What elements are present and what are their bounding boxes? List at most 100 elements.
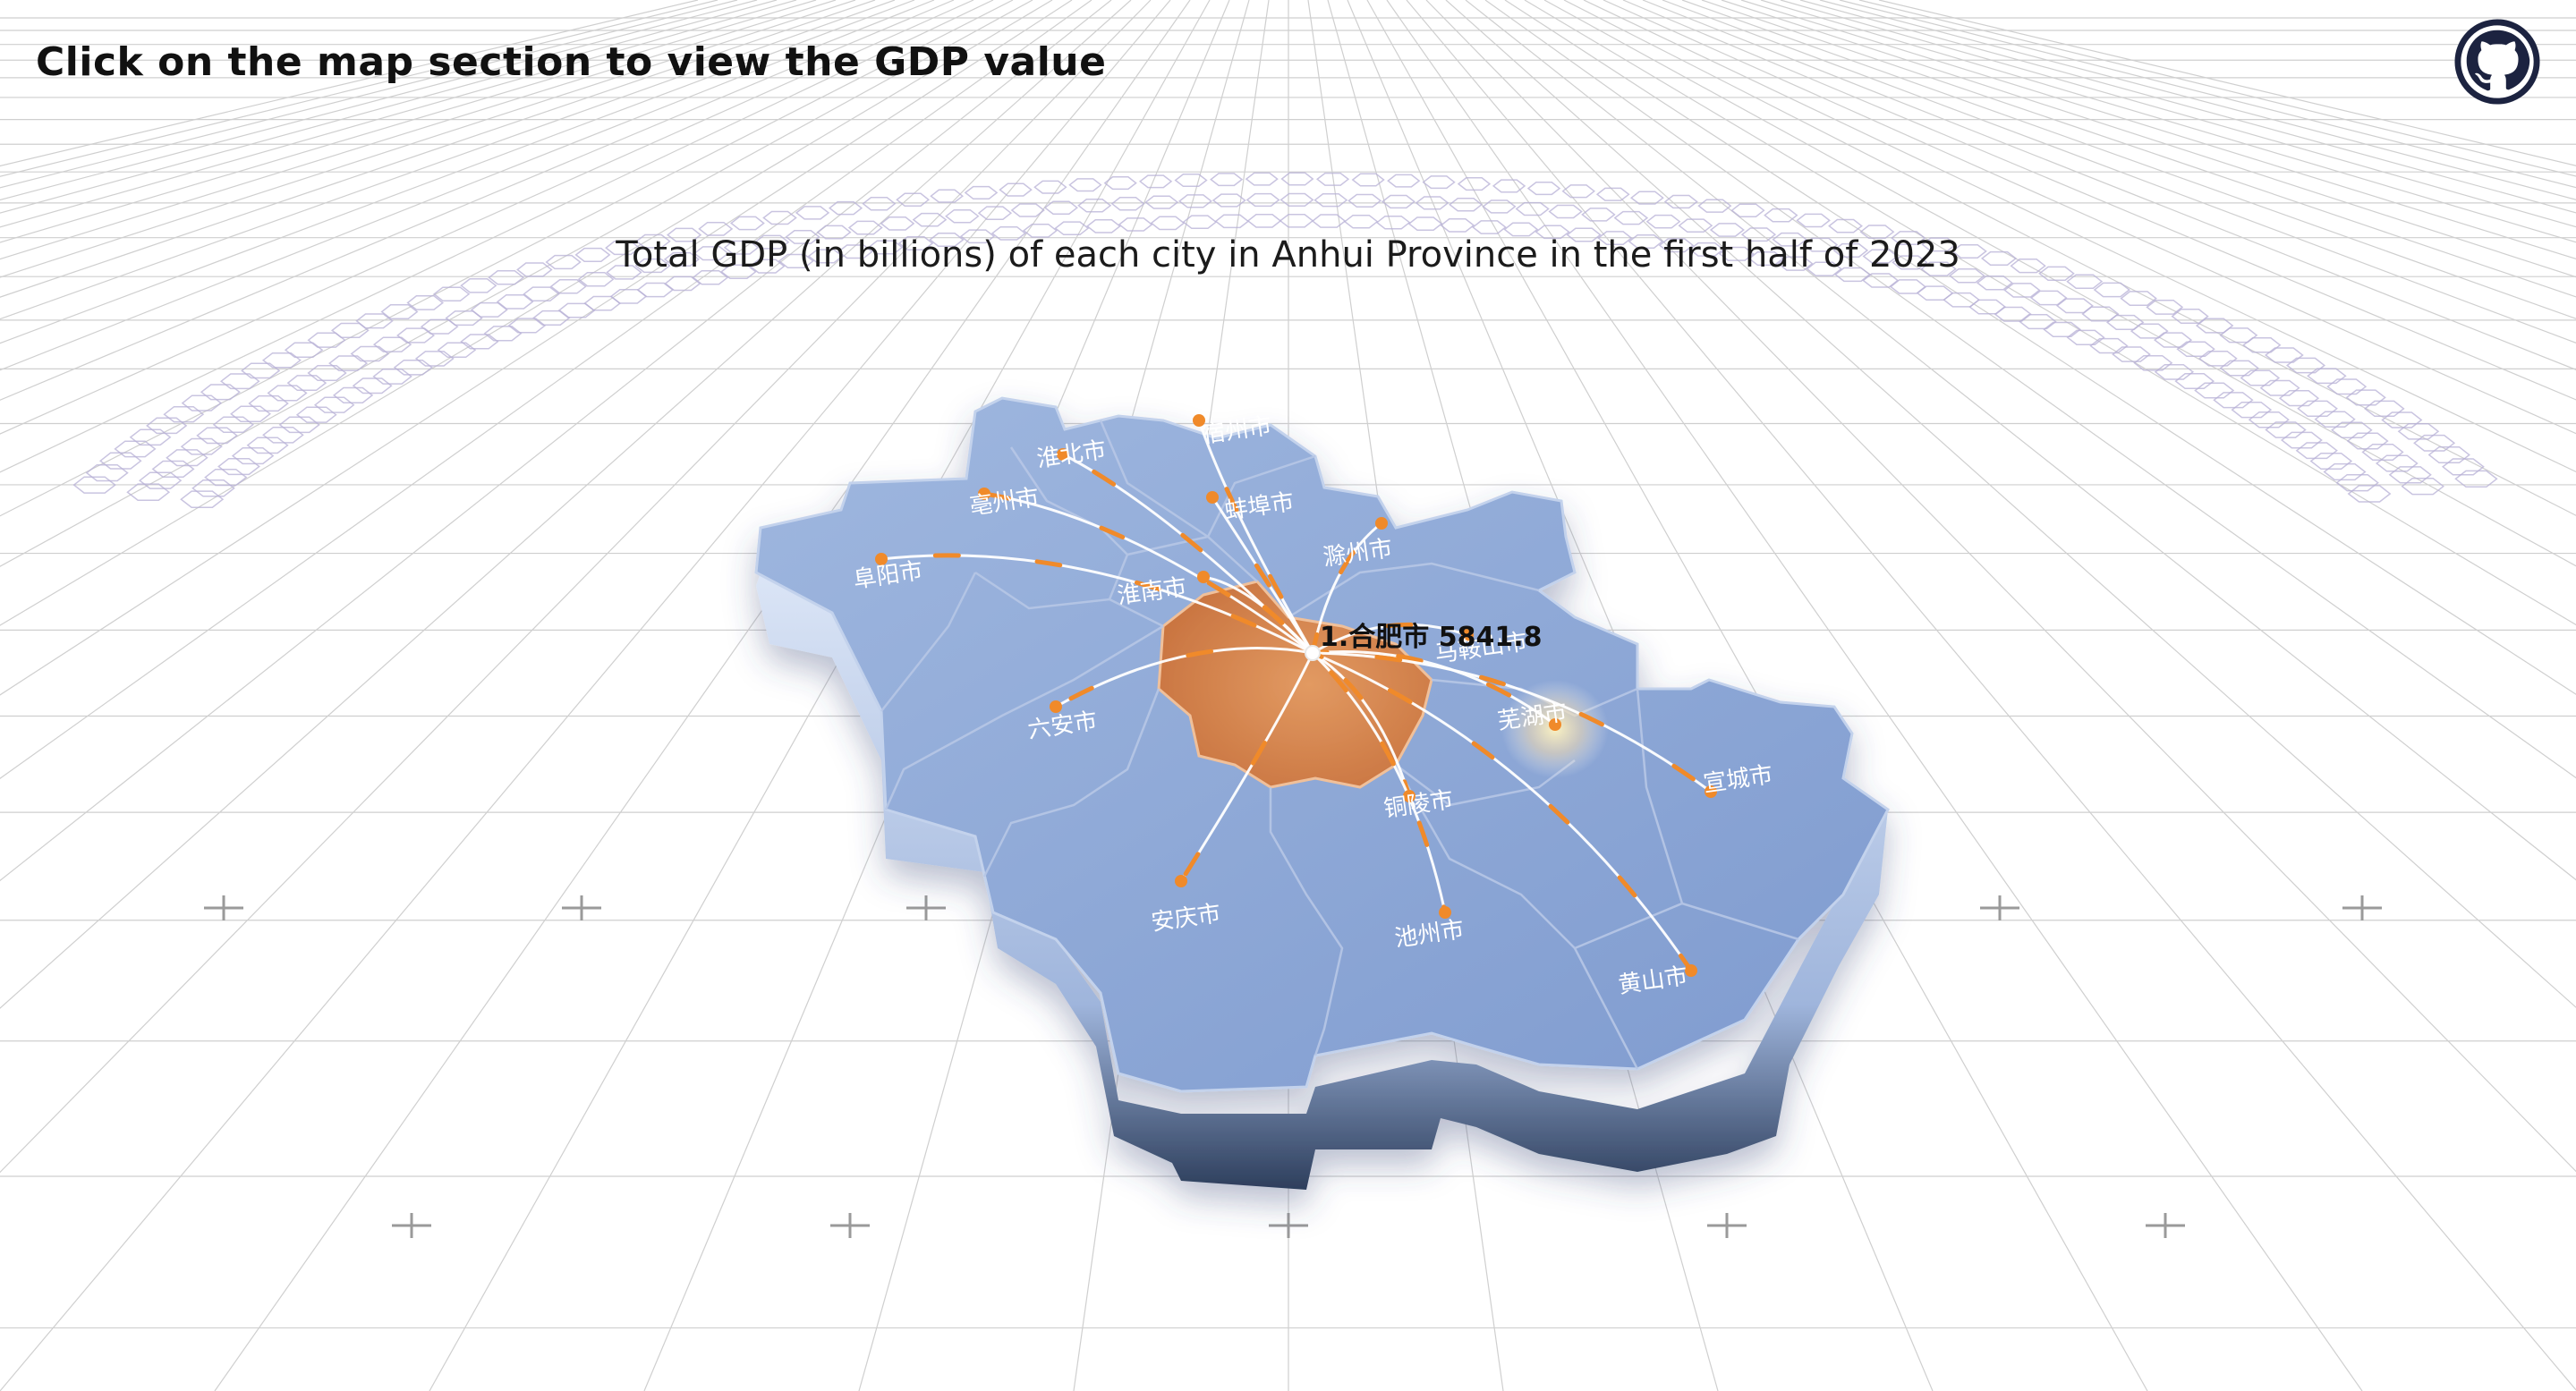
hexagon-cell xyxy=(1862,273,1900,288)
city-dot-chizhou[interactable] xyxy=(1439,906,1451,919)
hexagon-cell xyxy=(945,208,980,224)
hexagon-cell xyxy=(1834,267,1871,283)
hexagon-cell xyxy=(1764,208,1798,223)
hexagon-cell xyxy=(1315,172,1350,186)
hexagon-cell xyxy=(2240,369,2281,386)
grid-line xyxy=(0,0,1033,567)
hexagon-cell xyxy=(286,375,327,392)
grid-line xyxy=(1642,0,2576,370)
grid-line xyxy=(0,0,1073,696)
hefei-hub-dot[interactable] xyxy=(1305,645,1321,661)
hexagon-cell xyxy=(1740,227,1777,242)
city-dot-bozhou[interactable] xyxy=(978,488,990,500)
hexagon-cell xyxy=(2314,411,2356,428)
grid-line xyxy=(0,0,817,243)
hexagon-cell xyxy=(1211,193,1246,208)
hexagon-cell xyxy=(295,406,337,423)
city-dot-suzhou[interactable] xyxy=(1193,414,1205,427)
city-dot-huainan[interactable] xyxy=(1197,571,1210,583)
hexagon-cell xyxy=(990,225,1026,241)
grid-line xyxy=(1563,0,2576,516)
city-dot-chuzhou[interactable] xyxy=(1375,517,1388,530)
city-dot-maanshan[interactable] xyxy=(1461,629,1474,641)
hexagon-cell xyxy=(204,468,248,487)
city-dot-xuancheng[interactable] xyxy=(1705,785,1717,798)
hexagon-cell xyxy=(2093,282,2130,298)
hexagon-cell xyxy=(488,270,525,285)
hexagon-cell xyxy=(180,490,225,508)
hexagon-cell xyxy=(248,394,289,412)
grid-line xyxy=(1839,0,2576,189)
hexagon-cell xyxy=(1492,179,1526,193)
hexagon-cell xyxy=(1806,261,1842,276)
hexagon-cell xyxy=(1482,199,1517,214)
hexagon-cell xyxy=(785,230,820,244)
hexagon-cell xyxy=(261,352,302,369)
hexagon-cell xyxy=(129,428,172,446)
hexagon-cell xyxy=(1951,243,1987,259)
hexagon-cell xyxy=(1174,174,1208,188)
hexagon-cell xyxy=(2278,390,2320,407)
hexagon-cell xyxy=(2174,373,2215,390)
hexagon-cell xyxy=(1068,178,1102,192)
hexagon-cell xyxy=(1688,242,1725,257)
hexagon-cell xyxy=(163,405,205,423)
hexagon-cell xyxy=(1892,255,1928,270)
hexagon-cell xyxy=(278,416,320,434)
hexagon-cell xyxy=(166,449,208,467)
hexagon-cell xyxy=(1214,214,1250,229)
hexagon-cell xyxy=(2019,314,2057,330)
hexagon-cell xyxy=(1628,234,1664,249)
anhui-map[interactable] xyxy=(754,396,1890,1190)
hexagon-cell xyxy=(549,279,587,294)
hexagon-cell xyxy=(1422,175,1456,190)
hexagon-cell xyxy=(692,269,729,285)
grid-line xyxy=(1465,0,2576,881)
hexagon-cell xyxy=(1730,203,1765,217)
city-dot-fuyang[interactable] xyxy=(875,553,888,565)
hexagon-cell xyxy=(2038,266,2075,281)
city-dot-luan[interactable] xyxy=(1050,700,1062,713)
city-dot-anqing[interactable] xyxy=(1175,875,1187,887)
grid-line xyxy=(1662,0,2576,344)
hexagon-cell xyxy=(2361,443,2404,461)
hexagon-cell xyxy=(795,206,830,220)
city-dot-tongling[interactable] xyxy=(1403,790,1416,802)
grid-line xyxy=(1386,0,2363,1391)
city-dot-bengbu[interactable] xyxy=(1206,491,1219,504)
grid-line xyxy=(0,0,1152,1174)
hexagon-cell xyxy=(262,426,304,444)
hexagon-cell xyxy=(180,437,223,455)
hexagon-cell xyxy=(2029,290,2068,306)
github-icon[interactable] xyxy=(2453,18,2541,106)
flow-line-chuzhou xyxy=(1311,522,1382,654)
hexagon-cell xyxy=(1210,173,1244,187)
hexagon-cell xyxy=(2194,382,2235,399)
city-dot-wuhu[interactable] xyxy=(1549,718,1561,731)
city-dot-huangshan[interactable] xyxy=(1685,964,1697,977)
hexagon-cell xyxy=(1891,231,1926,246)
chart-title: Total GDP (in billions) of each city in … xyxy=(616,234,1960,276)
hexagon-cell xyxy=(2198,350,2238,367)
hexagon-cell xyxy=(1033,180,1067,194)
hexagon-cell xyxy=(114,440,157,458)
grid-plus-marker xyxy=(392,1213,431,1238)
hexagon-cell xyxy=(1010,203,1045,217)
grid-line xyxy=(1799,0,2576,214)
hexagon-cell xyxy=(219,373,260,390)
hexagon-cell xyxy=(2231,401,2273,419)
hexagon-cell xyxy=(635,233,671,249)
hexagon-cell xyxy=(577,271,615,287)
flow-line-tongling xyxy=(1312,651,1411,797)
hexagon-cell xyxy=(2309,452,2353,471)
hexagon-cell xyxy=(2295,442,2338,460)
hexagon-cell xyxy=(181,394,223,411)
hexagon-cell xyxy=(880,216,915,231)
flow-trail-fuyang xyxy=(879,553,1315,656)
hexagon-cell xyxy=(753,234,790,250)
grid-line xyxy=(1425,0,2576,1173)
city-dot-huaibei[interactable] xyxy=(1057,448,1069,461)
hexagon-cell xyxy=(2130,323,2169,339)
hexagon-cell xyxy=(437,342,477,359)
hexagon-cell xyxy=(307,332,346,348)
